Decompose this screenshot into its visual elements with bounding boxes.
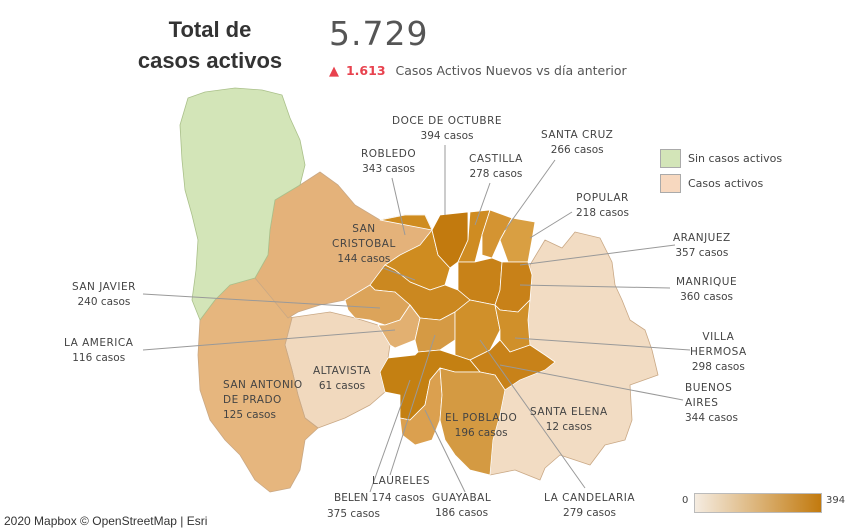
label-san-antonio-de-prado: SAN ANTONIO DE PRADO 125 casos (223, 379, 303, 421)
label-la-america: LA AMERICA 116 casos (64, 337, 134, 364)
label-popular: POPULAR 218 casos (576, 192, 629, 219)
map-legend: Sin casos activos Casos activos (660, 146, 782, 196)
region-el-poblado[interactable] (439, 367, 506, 476)
new-cases-delta: ▲ 1.613 Casos Activos Nuevos vs día ante… (329, 63, 627, 79)
delta-text: Casos Activos Nuevos vs día anterior (395, 63, 627, 78)
label-belen: BELEN 174 casos (334, 492, 425, 504)
label-laureles-cases: 375 casos (327, 508, 380, 520)
label-villa-hermosa: VILLA HERMOSA 298 casos (690, 331, 747, 373)
label-buenos-aires: BUENOS AIRES 344 casos (685, 382, 738, 424)
legend-swatch-peach (660, 174, 681, 193)
total-active-cases: 5.729 (329, 14, 429, 53)
region-sin-casos[interactable] (179, 87, 306, 321)
page-title: Total de casos activos (120, 14, 300, 76)
label-san-javier: SAN JAVIER 240 casos (72, 281, 136, 308)
scale-max-label: 394 (826, 495, 846, 506)
label-castilla: CASTILLA 278 casos (469, 153, 523, 180)
region-doce-de-octubre[interactable] (431, 211, 469, 269)
up-triangle-icon: ▲ (329, 64, 339, 79)
label-aranjuez: ARANJUEZ 357 casos (673, 232, 731, 259)
legend-item-casos-activos[interactable]: Casos activos (660, 171, 782, 196)
label-altavista: ALTAVISTA 61 casos (313, 365, 371, 392)
label-doce-de-octubre: DOCE DE OCTUBRE 394 casos (392, 115, 503, 142)
delta-value: 1.613 (345, 63, 386, 78)
legend-item-sin-casos[interactable]: Sin casos activos (660, 146, 782, 171)
label-guayabal: GUAYABAL 186 casos (432, 492, 492, 519)
label-robledo: ROBLEDO 343 casos (361, 148, 417, 175)
label-la-candelaria: LA CANDELARIA 279 casos (544, 492, 636, 519)
title-line-1: Total de (168, 17, 252, 42)
region-villa-hermosa[interactable] (494, 299, 531, 353)
title-line-2: casos activos (137, 48, 283, 73)
label-santa-elena: SANTA ELENA 12 casos (530, 406, 608, 433)
label-santa-cruz: SANTA CRUZ 266 casos (541, 129, 614, 156)
label-san-cristobal: SAN CRISTOBAL 144 casos (332, 223, 396, 265)
color-scale-bar (694, 493, 822, 513)
legend-swatch-green (660, 149, 681, 168)
label-el-poblado: EL POBLADO 196 casos (445, 412, 518, 439)
map-attribution[interactable]: 2020 Mapbox © OpenStreetMap | Esri (4, 514, 208, 528)
region-laureles[interactable] (409, 304, 456, 353)
label-manrique: MANRIQUE 360 casos (676, 276, 738, 303)
scale-min-label: 0 (682, 495, 689, 506)
label-laureles: LAURELES (372, 475, 431, 487)
